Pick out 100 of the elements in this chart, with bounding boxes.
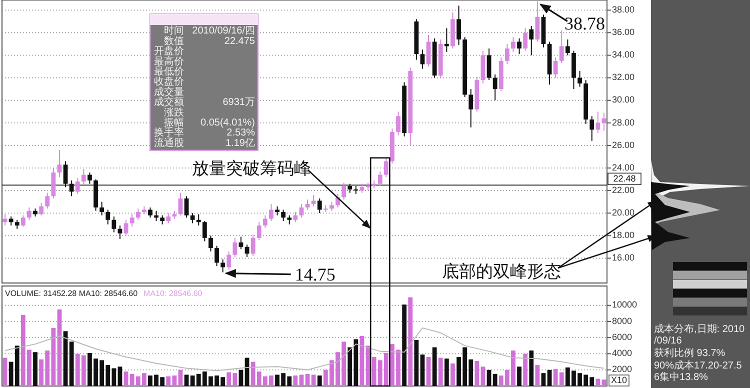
y-tick-label: 26.00: [612, 140, 635, 150]
candlestick: [69, 180, 74, 197]
candlestick: [51, 167, 56, 199]
category-label: 收盘价: [154, 76, 184, 88]
bar: [408, 297, 413, 386]
y-tick-label: 22.00: [612, 184, 635, 195]
bar: [547, 370, 552, 386]
text: 2010/09/16/四: [192, 26, 255, 37]
candlestick: [39, 202, 44, 216]
candlestick: [281, 209, 286, 222]
bar: [450, 363, 455, 386]
candlestick: [523, 28, 528, 52]
annotation: MA10: 28546.60: [144, 289, 203, 298]
candlestick: [396, 111, 400, 136]
candlestick: [136, 208, 140, 220]
bar: [438, 358, 443, 386]
candlestick: [160, 214, 165, 225]
bar: [602, 380, 606, 386]
candlestick: [8, 216, 14, 226]
candlestick: [426, 34, 431, 68]
candlestick: [456, 5, 461, 46]
candlestick: [262, 214, 268, 228]
bar: [299, 374, 304, 386]
candlestick: [529, 25, 534, 56]
bar: [541, 373, 546, 386]
candlestick: [468, 88, 474, 128]
candlestick: [75, 178, 80, 194]
annotation: VOLUME: 31452.28 MA10: 28546.60: [5, 289, 138, 298]
text: 获利比例 93.7%: [654, 347, 726, 359]
candlestick: [590, 116, 594, 142]
candlestick: [45, 192, 50, 210]
candlestick: [238, 236, 244, 250]
bar: [523, 354, 528, 386]
candlestick: [504, 43, 510, 65]
candlestick: [14, 219, 20, 230]
candlestick: [511, 36, 516, 52]
candlestick: [275, 206, 280, 216]
bar: [474, 361, 480, 386]
candlestick: [112, 216, 116, 233]
candlestick: [486, 48, 492, 81]
candlestick: [214, 245, 219, 267]
bar: [517, 366, 522, 386]
candlestick: [106, 209, 110, 225]
bar: [444, 358, 449, 386]
candlestick: [190, 212, 195, 224]
candlestick: [250, 234, 256, 256]
candlestick: [88, 172, 92, 184]
candlestick: [256, 222, 262, 241]
candlestick: [348, 183, 352, 194]
candlestick: [578, 70, 582, 88]
text: 6931万: [222, 97, 255, 108]
y-tick-label: 8000: [612, 316, 632, 326]
category-label: 换手率: [154, 126, 184, 139]
y-tick-label: 24.00: [612, 162, 635, 172]
y-tick-label: 16.00: [612, 252, 635, 263]
y-tick-label: 18.00: [612, 230, 635, 240]
candlestick: [420, 49, 425, 70]
y-tick-label: 30.00: [612, 94, 635, 105]
candlestick: [208, 235, 213, 252]
y-tick-label: 20.00: [612, 207, 635, 218]
bar: [238, 370, 244, 386]
y-tick-label: 36.00: [612, 27, 635, 38]
candlestick: [305, 199, 310, 210]
category-label: 最低价: [154, 66, 184, 78]
bar: [492, 374, 498, 386]
text: 0.05(4.01%): [200, 118, 255, 129]
category-label: 涨跌: [164, 106, 184, 118]
bar: [2, 358, 8, 386]
annotation: 38.78: [564, 13, 605, 34]
candlestick: [342, 182, 346, 200]
candlestick: [492, 74, 498, 101]
y-tick-label: 34.00: [612, 50, 635, 60]
bar: [305, 374, 310, 386]
bar: [432, 347, 437, 386]
text: 90%成本17.20-27.56集中13.8%: [654, 360, 742, 383]
candlestick: [226, 250, 232, 270]
bar: [596, 378, 600, 386]
candlestick: [202, 220, 207, 242]
bar: [486, 370, 492, 386]
bar: [535, 365, 540, 386]
candlestick: [559, 30, 564, 64]
candlestick: [360, 183, 364, 194]
bar: [402, 304, 407, 386]
category-label: 最高价: [154, 55, 184, 68]
candlestick: [596, 111, 600, 134]
candlestick: [517, 38, 522, 55]
bar: [293, 376, 298, 386]
y-tick-label: 2000: [612, 364, 632, 374]
category-label: 开盘价: [154, 45, 184, 58]
bar: [529, 350, 534, 386]
candlestick: [196, 214, 201, 226]
candlestick: [124, 219, 128, 236]
candlestick: [148, 206, 152, 218]
candlestick: [220, 258, 226, 273]
candlestick: [57, 149, 62, 178]
candlestick: [184, 196, 189, 218]
candlestick: [565, 38, 570, 56]
candlestick: [269, 204, 274, 222]
category-label: 成交额: [154, 96, 184, 108]
candlestick: [378, 170, 382, 187]
